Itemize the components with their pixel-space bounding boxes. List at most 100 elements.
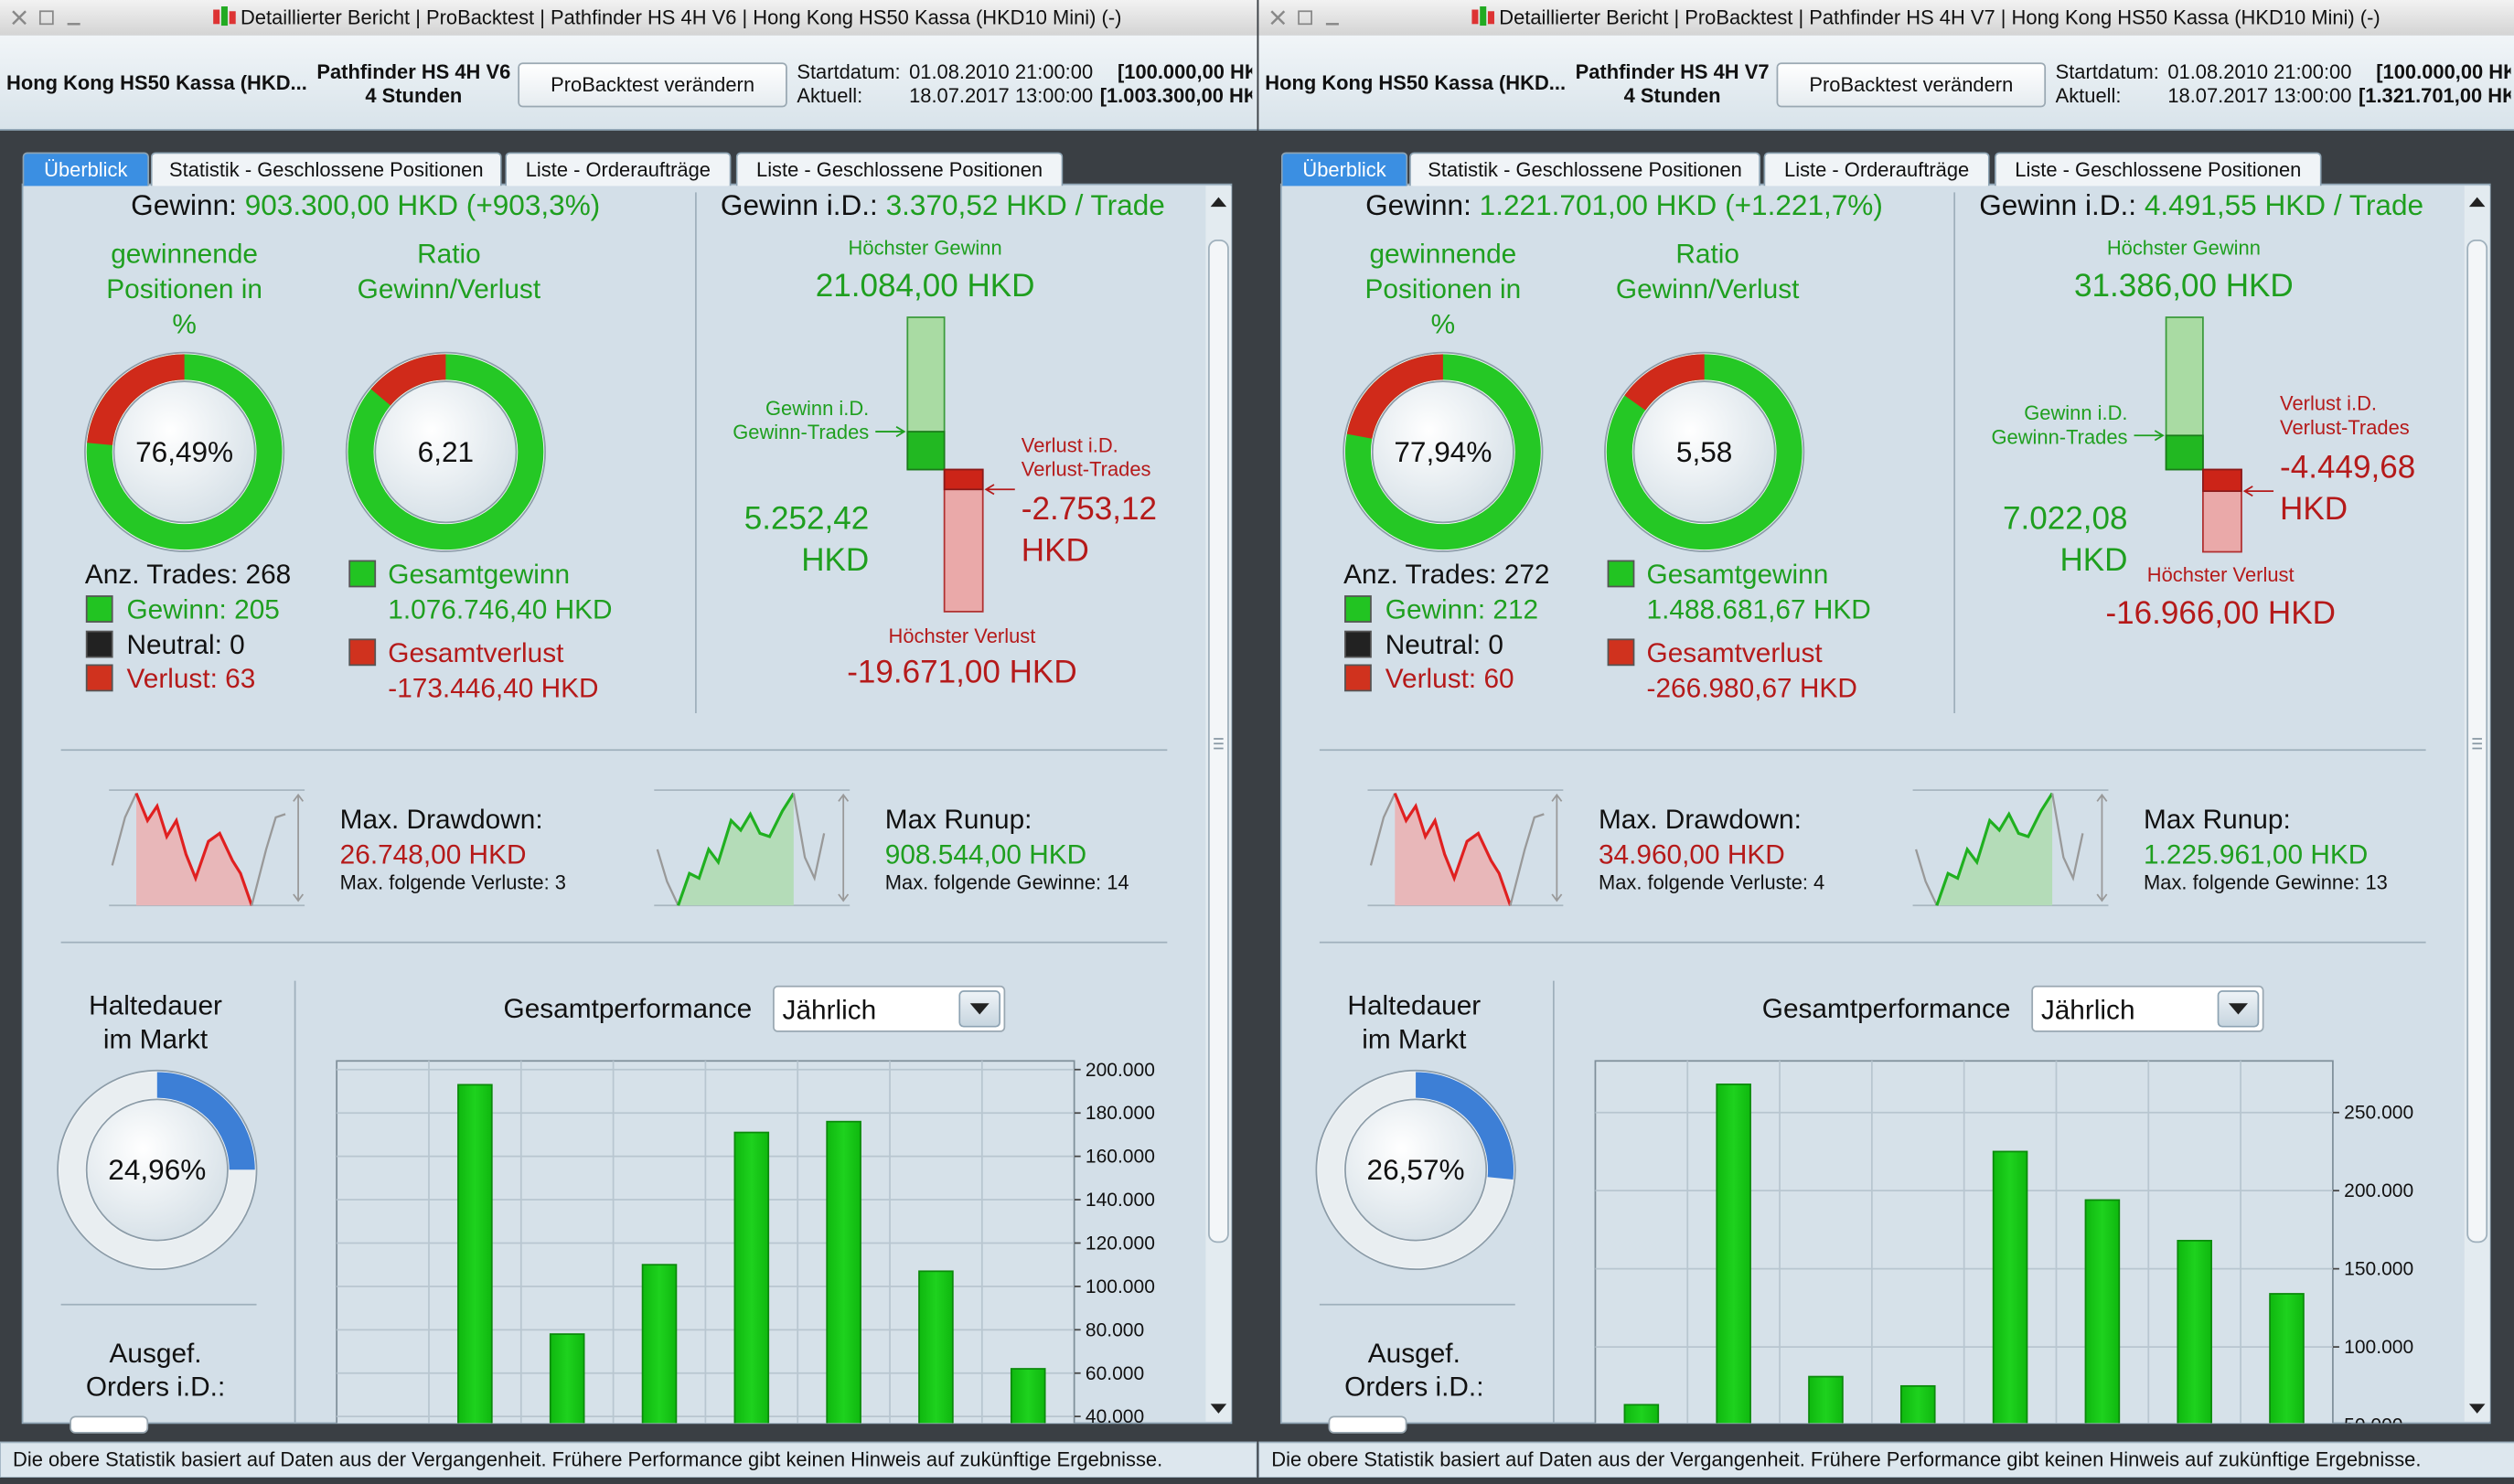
label: Verlust: 63 <box>126 662 256 694</box>
icon-line <box>251 813 286 906</box>
dropdown-arrow <box>2228 1003 2248 1015</box>
legend-square <box>1344 595 1372 623</box>
avg-line: Gewinn i.D.: 4.491,55 HKD / Trade <box>1979 187 2423 223</box>
label: [1.003.300,00 HK <box>1099 84 1253 108</box>
label: [1.321.701,00 HK <box>2358 84 2511 108</box>
tab[interactable]: Überblick <box>22 152 150 187</box>
label: Gewinn: 205 <box>126 593 280 625</box>
header: Hong Kong HS50 Kassa (HKD... Pathfinder H… <box>0 36 1252 130</box>
label: Startdatum: <box>2055 60 2159 84</box>
tab[interactable]: Statistik - Geschlossene Positionen <box>150 152 502 187</box>
label: -19.671,00 HKD <box>847 656 1077 691</box>
y-tick-label: 250.000 <box>2344 1103 2413 1124</box>
icon-line <box>677 792 796 906</box>
label: 21.084,00 HKD <box>815 268 1035 304</box>
label: Höchster Gewinn <box>2106 237 2261 260</box>
donut-center <box>1632 380 1776 524</box>
label: Verlust i.D. Verlust-Trades <box>1021 433 1151 481</box>
dropdown-button[interactable] <box>958 990 1000 1028</box>
y-tick-label: 140.000 <box>1086 1190 1155 1211</box>
tab[interactable]: Liste - Orderaufträge <box>1763 152 1990 187</box>
tab[interactable]: Statistik - Geschlossene Positionen <box>1409 152 1761 187</box>
instrument: Hong Kong HS50 Kassa (HKD... <box>1265 71 1567 95</box>
bar <box>457 1084 493 1424</box>
edit-button[interactable]: ProBacktest verändern <box>518 62 787 108</box>
icon-arrow <box>838 793 850 902</box>
tab[interactable]: Überblick <box>1280 152 1408 187</box>
close-icon <box>1270 10 1286 26</box>
scroll-thumb[interactable] <box>2466 240 2488 1244</box>
report-window: 40.000 60.000 80.000 100.000 120.000 140.000 1… <box>0 0 1258 1479</box>
arrow <box>875 426 906 438</box>
scroll-down[interactable] <box>1210 1404 1227 1414</box>
arrow-shape <box>2228 1003 2248 1015</box>
y-tick-label: 50.000 <box>2344 1415 2402 1436</box>
avg-text: 4.491,55 HKD / Trade <box>2144 188 2424 221</box>
label: gewinnende Positionen in % <box>106 239 262 340</box>
label: Startdatum: <box>797 60 901 84</box>
edit-button[interactable]: ProBacktest verändern <box>1776 62 2047 108</box>
y-tick-label: 100.000 <box>1086 1276 1155 1297</box>
y-tick-label: 160.000 <box>1086 1147 1155 1168</box>
scroll-down[interactable] <box>2468 1404 2486 1414</box>
label: Höchster Verlust <box>2146 564 2295 588</box>
icon-line <box>656 849 679 906</box>
report-window: 50.000 100.000 150.000 200.000 250.000 Detail… <box>1257 0 2514 1484</box>
window-title: Detaillierter Bericht | ProBacktest | Pa… <box>240 6 1122 29</box>
button-label: ProBacktest verändern <box>551 73 755 97</box>
dropdown-value: Jährlich <box>2040 994 2135 1025</box>
bar <box>918 1270 954 1424</box>
avg-text: 3.370,52 HKD / Trade <box>885 188 1165 221</box>
scroll-up[interactable] <box>1210 197 1227 208</box>
period-dropdown[interactable]: Jährlich <box>2031 985 2264 1032</box>
y-tick-label: 150.000 <box>2344 1259 2413 1280</box>
label: Verlust: 60 <box>1385 662 1514 694</box>
icon-area <box>1395 793 1511 906</box>
legend-square <box>85 664 113 692</box>
bar <box>2269 1293 2305 1424</box>
label: Höchster Gewinn <box>848 237 1002 260</box>
label: Verlust i.D. Verlust-Trades <box>2280 393 2410 440</box>
scroll-up[interactable] <box>2468 197 2486 208</box>
label: Gewinn: 212 <box>1385 593 1539 625</box>
avg-loss-bar <box>943 468 984 491</box>
icon-line <box>134 792 253 906</box>
period-dropdown[interactable]: Jährlich <box>773 985 1006 1032</box>
app-icon <box>229 11 236 25</box>
tab[interactable]: Liste - Orderaufträge <box>505 152 732 187</box>
dropdown-button[interactable] <box>2217 990 2260 1028</box>
label: -2.753,12 HKD <box>1021 492 1157 570</box>
donut-value: 24,96% <box>108 1153 207 1186</box>
icon-line <box>1509 813 1545 906</box>
icon-area <box>136 793 252 906</box>
scroll-thumb[interactable] <box>1208 240 1229 1244</box>
donut-center <box>1371 380 1514 524</box>
app-icon <box>1480 6 1487 27</box>
label: Max. folgende Gewinne: 14 <box>884 871 1129 895</box>
avg-gain-bar <box>906 431 946 471</box>
y-tick-label: 100.000 <box>2344 1337 2413 1358</box>
bar <box>2084 1199 2121 1424</box>
donut-value: 6,21 <box>417 434 475 467</box>
icon-arrow <box>1551 793 1563 902</box>
title-bar <box>0 0 1257 36</box>
label: Max. folgende Verluste: 4 <box>1598 871 1825 895</box>
tab[interactable]: Liste - Geschlossene Positionen <box>735 152 1064 187</box>
label: Aktuell: <box>2055 84 2122 108</box>
icon-arrow <box>293 793 305 902</box>
label: Max. Drawdown: <box>339 803 543 835</box>
label: Gewinn i.D. Gewinn-Trades <box>733 398 870 445</box>
gain-text: Gewinn: <box>1365 188 1471 221</box>
footer-bg <box>0 1441 1258 1479</box>
label: Max. Drawdown: <box>1598 803 1802 835</box>
label: [100.000,00 HK <box>1117 60 1253 84</box>
label: 01.08.2010 21:00:00 <box>909 60 1094 84</box>
label: Gewinn i.D. Gewinn-Trades <box>1991 401 2128 449</box>
label: 908.544,00 HKD <box>884 838 1087 870</box>
icon-area <box>1936 793 2053 906</box>
label: Max Runup: <box>2144 803 2291 835</box>
donut-arc <box>1624 354 1706 411</box>
avg-loss-bar <box>2202 468 2242 493</box>
tab[interactable]: Liste - Geschlossene Positionen <box>1994 152 2322 187</box>
